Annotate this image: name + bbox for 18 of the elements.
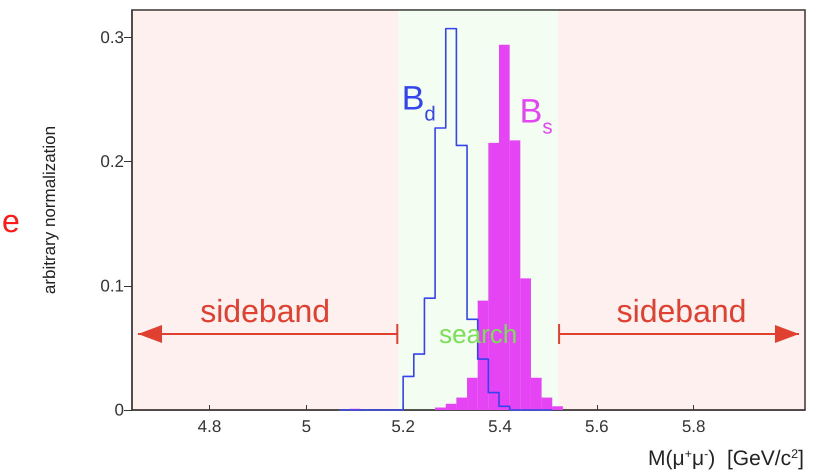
x-tick-label: 5.2 [391,417,415,436]
y-tick-label: 0.1 [100,276,124,296]
y-tick-label: 0.2 [100,152,124,172]
band-label: sideband [200,293,330,329]
y-axis-title: arbitrary normalization [40,126,59,294]
x-tick-label: 4.8 [198,417,222,436]
y-tick-label: 0 [114,400,124,420]
x-tick-label: 5.4 [488,417,512,436]
band-label: search [439,319,518,349]
x-axis-title: M(μ$^{+}$μ$^{-}$) [GeV/c$^{2}$] [648,447,804,470]
y-tick-label: 0.3 [100,28,124,47]
x-tick-label: 5.8 [682,417,706,436]
x-tick-label: 5 [302,417,312,436]
text: e [2,203,20,239]
series-label: B$_{d}$ [402,79,436,126]
series-label: B$_{s}$ [520,92,553,139]
x-tick-label: 5.6 [584,417,609,436]
band-label: sideband [616,293,746,329]
